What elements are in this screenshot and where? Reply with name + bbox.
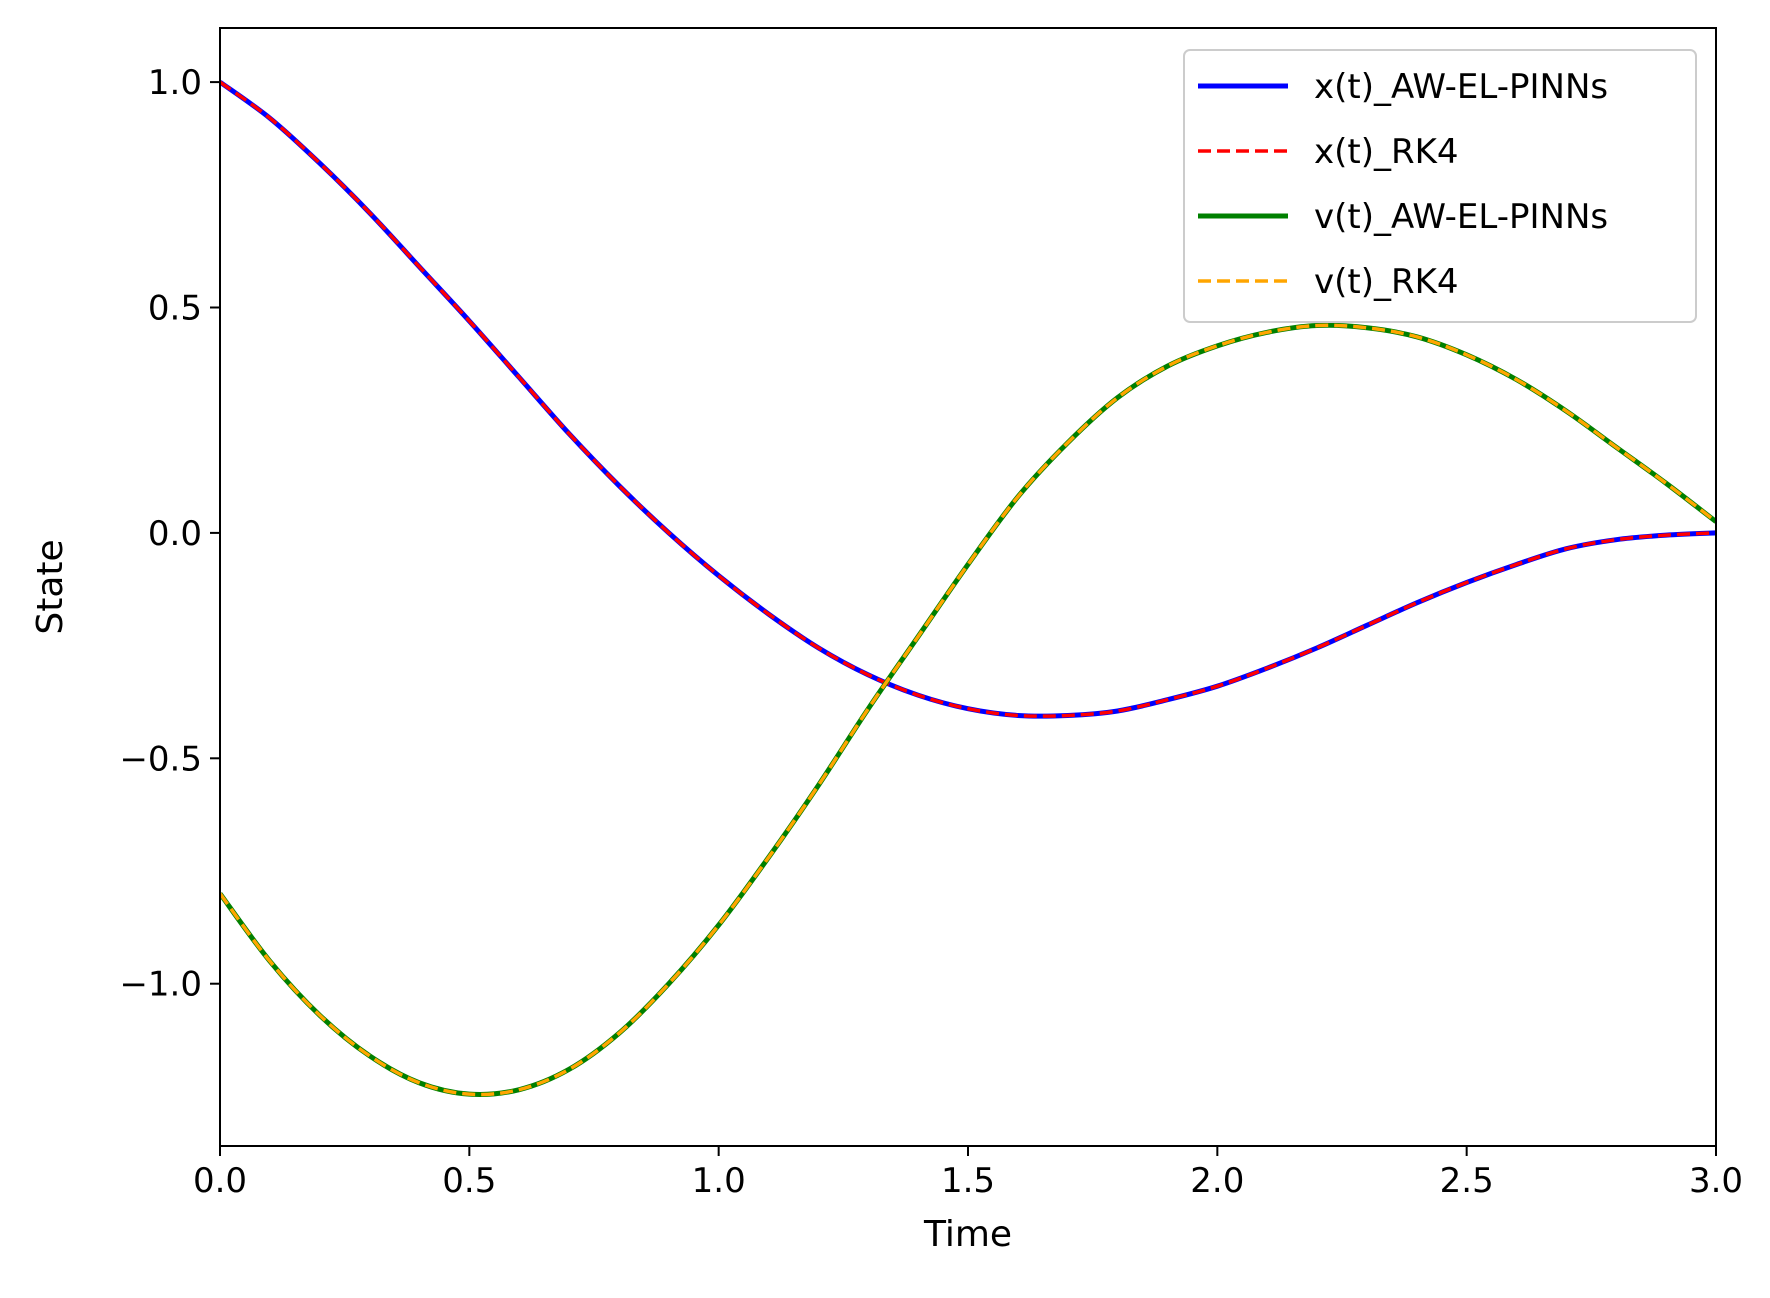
x-tick-label: 1.5 — [941, 1161, 995, 1201]
x-tick-label: 3.0 — [1689, 1161, 1743, 1201]
series-line-3 — [220, 323, 1716, 1097]
y-axis: 1.0 0.5 0.0 −0.5 −1.0 — [119, 63, 220, 1005]
x-tick-label: 0.5 — [442, 1161, 496, 1201]
series-line-1 — [220, 80, 1716, 718]
legend-label-1: x(t)_RK4 — [1314, 132, 1459, 172]
x-tick-label: 0.0 — [193, 1161, 247, 1201]
legend-label-3: v(t)_RK4 — [1314, 262, 1459, 302]
legend-box — [1183, 49, 1697, 323]
y-tick-label: −0.5 — [119, 739, 202, 779]
y-tick-label: −1.0 — [119, 965, 202, 1005]
y-axis-label: State — [30, 539, 71, 634]
legend: x(t)_AW-EL-PINNs x(t)_RK4 v(t)_AW-EL-PINNs… — [1183, 49, 1697, 323]
x-axis-label: Time — [923, 1214, 1012, 1255]
y-tick-label: 1.0 — [148, 63, 202, 103]
series-lines — [220, 80, 1716, 1098]
x-axis: 0.0 0.5 1.0 1.5 2.0 2.5 3.0 — [193, 1146, 1743, 1201]
y-tick-label: 0.5 — [148, 289, 202, 329]
legend-label-2: v(t)_AW-EL-PINNs — [1314, 197, 1608, 237]
x-tick-label: 2.5 — [1440, 1161, 1494, 1201]
legend-label-0: x(t)_AW-EL-PINNs — [1314, 67, 1608, 107]
x-tick-label: 2.0 — [1190, 1161, 1244, 1201]
y-tick-label: 0.0 — [148, 514, 202, 554]
x-tick-label: 1.0 — [692, 1161, 746, 1201]
